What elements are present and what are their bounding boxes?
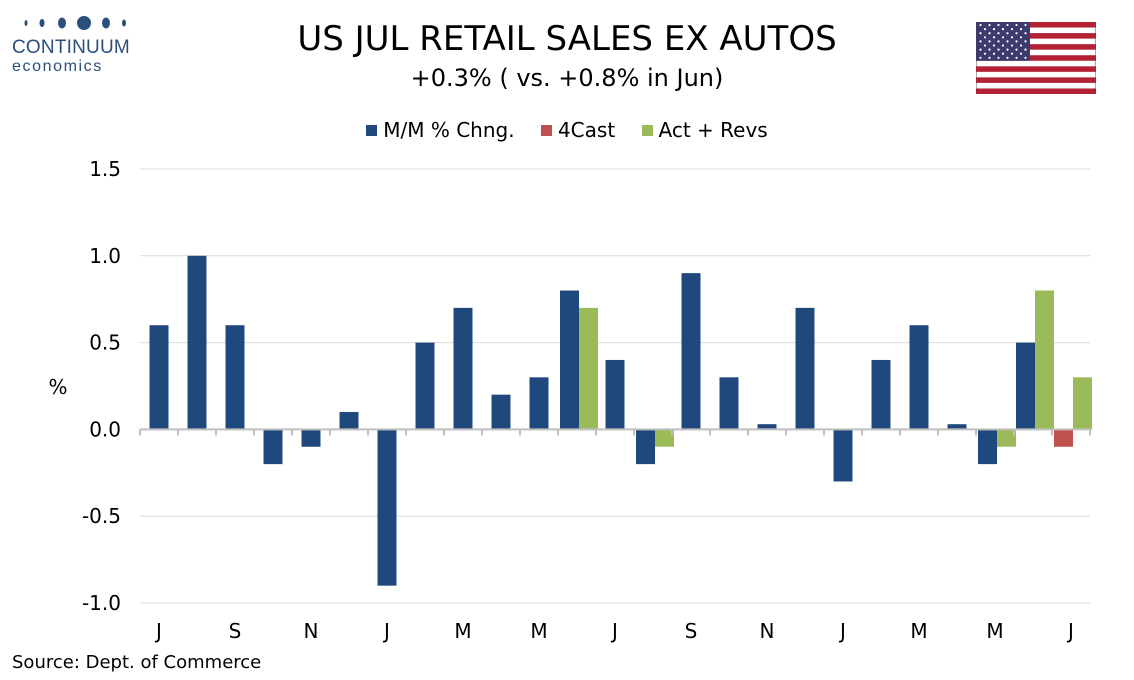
bar-mm-chng <box>560 290 579 430</box>
bar-mm-chng <box>187 255 207 430</box>
bar-mm-chng <box>301 429 321 447</box>
chart-subtitle: +0.3% ( vs. +0.8% in Jun) <box>410 64 724 92</box>
bar-act-revs <box>1073 377 1092 430</box>
bar-mm-chng <box>1016 342 1035 430</box>
bar-mm-chng <box>415 342 435 430</box>
x-tick-label: S <box>685 619 698 643</box>
legend-swatch-mm <box>366 125 378 136</box>
x-tick-label: N <box>760 619 775 643</box>
legend-item-actrevs: Act + Revs <box>641 118 768 142</box>
bar-mm-chng <box>491 394 511 430</box>
bar-mm-chng <box>757 424 777 430</box>
y-tick-label: -1.0 <box>82 591 121 615</box>
x-tick-label: J <box>610 619 618 643</box>
x-axis <box>139 428 1091 436</box>
y-tick-label: -0.5 <box>82 504 121 528</box>
bar-mm-chng <box>719 377 739 430</box>
legend-item-mm: M/M % Chng. <box>366 118 515 142</box>
y-tick-label: 0.5 <box>89 331 121 355</box>
bar-mm-chng <box>453 307 473 430</box>
chart-title: US JUL RETAIL SALES EX AUTOS <box>297 19 837 59</box>
bar-act-revs <box>997 429 1016 447</box>
legend-swatch-actrevs <box>641 125 653 136</box>
chart-legend: M/M % Chng. 4Cast Act + Revs <box>0 118 1134 142</box>
bar-mm-chng <box>947 424 967 430</box>
bar-mm-chng <box>149 325 169 430</box>
y-tick-label: 0.0 <box>89 417 121 441</box>
bar-mm-chng <box>681 273 701 430</box>
y-tick-label: 1.5 <box>89 157 121 181</box>
x-tick-label: M <box>986 619 1003 643</box>
bar-mm-chng <box>339 412 359 430</box>
x-tick-label: J <box>1066 619 1074 643</box>
bar-mm-chng <box>605 359 625 430</box>
x-tick-label: N <box>304 619 319 643</box>
legend-item-4cast: 4Cast <box>540 118 616 142</box>
bar-mm-chng <box>529 377 549 430</box>
bar-act-revs <box>655 429 674 447</box>
legend-label-4cast: 4Cast <box>557 118 616 142</box>
x-tick-label: J <box>382 619 390 643</box>
bar-act-revs <box>1035 290 1054 430</box>
bars <box>149 255 1092 586</box>
bar-mm-chng <box>795 307 815 430</box>
x-tick-label: S <box>229 619 242 643</box>
x-tick-label: J <box>838 619 846 643</box>
x-tick-label: M <box>910 619 927 643</box>
logo-dots-icon <box>24 16 126 30</box>
x-tick-label: J <box>154 619 162 643</box>
bar-mm-chng <box>263 429 283 465</box>
y-axis-labels: 1.5 1.0 0.5 0.0 -0.5 -1.0 <box>82 157 121 615</box>
bar-mm-chng <box>636 429 655 465</box>
us-flag-icon <box>976 22 1096 94</box>
bar-mm-chng <box>225 325 245 430</box>
bar-mm-chng <box>377 429 397 586</box>
x-tick-label: M <box>454 619 471 643</box>
bar-act-revs <box>579 307 598 430</box>
logo-word: CONTINUUM <box>12 37 130 58</box>
continuum-logo: CONTINUUM economics <box>12 14 132 76</box>
y-axis-title: % <box>48 375 67 399</box>
bar-mm-chng <box>871 359 891 430</box>
bar-mm-chng <box>833 429 853 482</box>
bar-4cast <box>1054 429 1073 447</box>
source-note: Source: Dept. of Commerce <box>12 652 262 673</box>
y-tick-label: 1.0 <box>89 244 121 268</box>
legend-swatch-4cast <box>540 125 552 136</box>
bar-mm-chng <box>978 429 997 465</box>
x-tick-label: M <box>530 619 547 643</box>
logo-subword: economics <box>12 58 103 75</box>
bar-mm-chng <box>909 325 929 430</box>
legend-label-mm: M/M % Chng. <box>383 118 515 142</box>
legend-label-actrevs: Act + Revs <box>658 118 768 142</box>
